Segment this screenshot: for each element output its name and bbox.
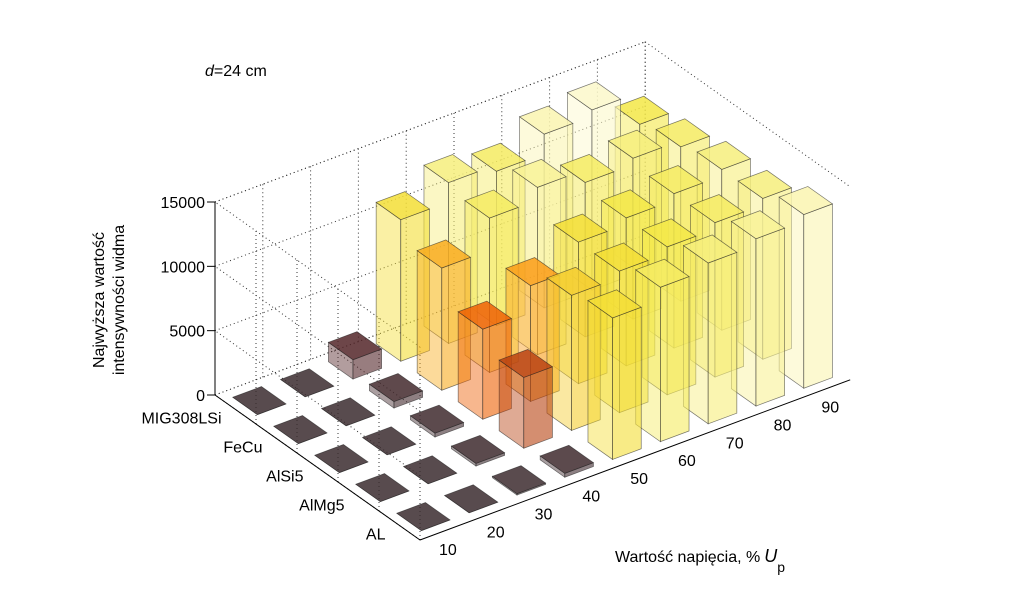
- x-tick-label: 40: [582, 489, 600, 506]
- x-tick-label: 30: [535, 507, 553, 524]
- bar-top: [614, 95, 670, 125]
- grid-line: [214, 169, 646, 332]
- grid-line: [214, 105, 646, 267]
- x-axis-label-text: Wartość napięcia, %: [615, 549, 760, 566]
- y-tick-label: AL: [366, 527, 386, 544]
- x-tick-label: 70: [726, 435, 744, 452]
- bar-top: [457, 300, 513, 330]
- annotation-text: =24 cm: [214, 63, 267, 80]
- x-tick-label: 20: [487, 524, 505, 541]
- bar-top: [689, 194, 745, 224]
- bar-front: [660, 276, 690, 443]
- bar-top: [320, 397, 376, 427]
- bar-side: [457, 311, 484, 420]
- bar-top: [559, 153, 615, 183]
- bar-top: [355, 473, 410, 503]
- x-tick-label: 50: [630, 471, 648, 488]
- bar-top: [553, 213, 608, 243]
- bar-front: [707, 251, 738, 425]
- bar-top: [600, 189, 656, 219]
- bar-top: [655, 118, 711, 148]
- bar-top: [546, 266, 601, 296]
- y-axis: [214, 394, 421, 541]
- bar-top: [648, 165, 704, 195]
- bar-top: [471, 142, 526, 172]
- bar-top: [450, 434, 506, 464]
- bar-top: [416, 239, 472, 269]
- bar-top: [409, 404, 465, 434]
- x-axis-label-var: U: [764, 546, 778, 566]
- y-tick-label: MIG308LSi: [141, 411, 221, 428]
- z-tick-label: 5000: [169, 324, 205, 341]
- grid-line: [214, 41, 646, 203]
- bar-top: [641, 218, 697, 248]
- bar-side: [375, 201, 402, 362]
- bar-top: [273, 415, 328, 445]
- bar-top: [375, 191, 431, 221]
- bar-top: [498, 349, 554, 378]
- bar-top: [327, 331, 383, 361]
- bar-top: [464, 189, 519, 219]
- grid-line: [214, 234, 646, 396]
- bar-side: [587, 299, 613, 461]
- bar-top: [594, 242, 649, 272]
- bar-top: [423, 154, 478, 183]
- bar-top: [443, 484, 499, 514]
- bar-top: [279, 368, 335, 398]
- z-axis-label: Najwyższa wartość: [91, 232, 108, 368]
- bar-front: [755, 227, 785, 407]
- bar-top: [730, 210, 786, 240]
- bar-top: [635, 258, 690, 288]
- bar-top: [512, 158, 567, 188]
- z-tick-label: 0: [196, 388, 205, 405]
- x-tick-label: 60: [678, 453, 696, 470]
- x-axis-label: Wartość napięcia, % Up: [615, 546, 785, 575]
- y-tick-label: FeCu: [223, 440, 262, 457]
- bar-top: [368, 373, 424, 402]
- bar-top: [396, 502, 451, 532]
- x-axis-label-sub: p: [777, 559, 785, 575]
- annotation: d=24 cm: [205, 63, 267, 80]
- x-tick-label: 80: [774, 418, 792, 435]
- bar-top: [539, 444, 595, 474]
- y-tick-label: AlMg5: [299, 498, 344, 515]
- z-tick-label: 15000: [161, 195, 206, 212]
- bar-top: [361, 426, 417, 456]
- bar-top: [314, 444, 369, 474]
- bar-top: [491, 465, 547, 495]
- bar-top: [587, 289, 642, 319]
- bar-top: [232, 386, 287, 416]
- annotation-var: d: [205, 63, 215, 80]
- x-tick-label: 10: [439, 542, 457, 559]
- bar-top: [518, 105, 574, 135]
- bar-top: [696, 140, 752, 170]
- bar-front: [612, 306, 642, 460]
- bar-top: [778, 186, 834, 215]
- y-tick-label: AlSi5: [266, 469, 303, 486]
- bar-top: [607, 129, 663, 159]
- z-tick-label: 10000: [161, 259, 206, 276]
- bar-top: [402, 455, 458, 485]
- x-axis: [419, 379, 851, 541]
- bar-front: [803, 203, 833, 389]
- bar-front: [523, 366, 553, 449]
- bar-top: [737, 169, 793, 199]
- bar-top: [682, 234, 738, 264]
- z-axis-label: intensywności widma: [111, 225, 128, 375]
- bar-top: [566, 81, 622, 111]
- bar-side: [416, 249, 443, 391]
- x-tick-label: 90: [821, 400, 839, 417]
